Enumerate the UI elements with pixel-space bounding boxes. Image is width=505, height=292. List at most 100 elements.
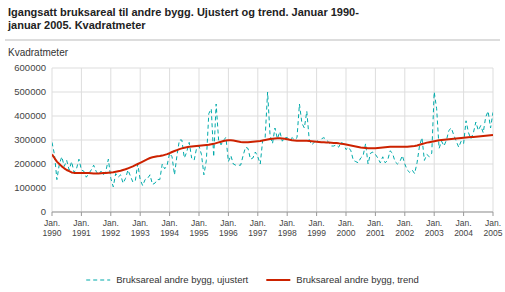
x-tick-label: Jan.2003 xyxy=(425,218,444,238)
x-tick xyxy=(257,212,258,216)
x-tick xyxy=(493,212,494,216)
text-line: 1992 xyxy=(101,228,120,238)
text-line: Jan. xyxy=(73,218,89,228)
x-axis-line xyxy=(52,212,493,213)
series-line xyxy=(52,92,493,187)
y-grid-line xyxy=(52,116,493,117)
y-grid-line xyxy=(52,188,493,189)
x-tick xyxy=(463,212,464,216)
x-tick xyxy=(434,212,435,216)
x-grid-line xyxy=(257,68,258,212)
text-line: 1990 xyxy=(43,228,62,238)
chart: Igangsatt bruksareal til andre bygg. Uju… xyxy=(0,0,505,292)
y-tick-label: 500000 xyxy=(14,86,46,97)
text-line: Jan. xyxy=(103,218,119,228)
x-tick-label: Jan.2005 xyxy=(484,218,503,238)
text-line: Jan. xyxy=(279,218,295,228)
text-line: Jan. xyxy=(426,218,442,228)
y-tick-label: 0 xyxy=(41,206,46,217)
y-tick-label: 100000 xyxy=(14,182,46,193)
x-tick-label: Jan.2001 xyxy=(366,218,385,238)
y-tick-label: 200000 xyxy=(14,158,46,169)
x-grid-line xyxy=(199,68,200,212)
plot-area xyxy=(52,92,493,187)
x-grid-line xyxy=(316,68,317,212)
text-line: Jan. xyxy=(191,218,207,228)
x-grid-line xyxy=(81,68,82,212)
x-tick xyxy=(52,212,53,216)
text-line: Jan. xyxy=(250,218,266,228)
x-tick xyxy=(81,212,82,216)
y-grid-line xyxy=(52,68,493,69)
x-tick xyxy=(199,212,200,216)
x-grid-line xyxy=(140,68,141,212)
x-tick-label: Jan.1993 xyxy=(131,218,150,238)
x-tick xyxy=(375,212,376,216)
text-line: 1991 xyxy=(72,228,91,238)
x-grid-line xyxy=(110,68,111,212)
text-line: Jan. xyxy=(338,218,354,228)
text-line: 1995 xyxy=(190,228,209,238)
x-tick-label: Jan.1995 xyxy=(190,218,209,238)
legend-item: Bruksareal andre bygg, ujustert xyxy=(86,274,248,285)
text-line: Jan. xyxy=(162,218,178,228)
x-grid-line xyxy=(169,68,170,212)
legend-label: Bruksareal andre bygg, trend xyxy=(296,274,419,285)
text-line: Jan. xyxy=(456,218,472,228)
text-line: Igangsatt bruksareal til andre bygg. Uju… xyxy=(8,6,359,18)
x-tick xyxy=(140,212,141,216)
x-tick xyxy=(316,212,317,216)
legend-swatch xyxy=(86,279,110,280)
text-line: 2005 xyxy=(484,228,503,238)
x-tick xyxy=(404,212,405,216)
title-rule xyxy=(5,40,500,41)
text-line: 2002 xyxy=(395,228,414,238)
x-tick-label: Jan.1991 xyxy=(72,218,91,238)
x-tick xyxy=(169,212,170,216)
text-line: Jan. xyxy=(367,218,383,228)
series-line xyxy=(52,135,493,174)
x-tick-label: Jan.2000 xyxy=(337,218,356,238)
text-line: 2003 xyxy=(425,228,444,238)
text-line: 2004 xyxy=(454,228,473,238)
legend-label: Bruksareal andre bygg, ujustert xyxy=(116,274,248,285)
x-tick xyxy=(287,212,288,216)
text-line: 1994 xyxy=(160,228,179,238)
x-tick-label: Jan.2004 xyxy=(454,218,473,238)
text-line: 1996 xyxy=(219,228,238,238)
text-line: 1998 xyxy=(278,228,297,238)
grid xyxy=(52,68,493,212)
y-axis-label: Kvadratmeter xyxy=(8,47,69,58)
x-tick-label: Jan.1994 xyxy=(160,218,179,238)
y-tick-label: 300000 xyxy=(14,134,46,145)
text-line: 1997 xyxy=(248,228,267,238)
text-line: Jan. xyxy=(397,218,413,228)
x-tick xyxy=(346,212,347,216)
text-line: Jan. xyxy=(220,218,236,228)
x-grid-line xyxy=(375,68,376,212)
x-tick xyxy=(228,212,229,216)
x-tick xyxy=(110,212,111,216)
x-tick-label: Jan.1997 xyxy=(248,218,267,238)
y-tick-label: 600000 xyxy=(14,62,46,73)
x-tick-label: Jan.1990 xyxy=(43,218,62,238)
text-line: 1993 xyxy=(131,228,150,238)
y-grid-line xyxy=(52,164,493,165)
x-grid-line xyxy=(434,68,435,212)
text-line: Jan. xyxy=(485,218,501,228)
x-grid-line xyxy=(404,68,405,212)
y-grid-line xyxy=(52,212,493,213)
x-tick-label: Jan.1999 xyxy=(307,218,326,238)
text-line: januar 2005. Kvadratmeter xyxy=(7,19,146,31)
title: Igangsatt bruksareal til andre bygg. Uju… xyxy=(7,6,359,31)
text-line: Jan. xyxy=(44,218,60,228)
x-grid-line xyxy=(493,68,494,212)
text-line: Jan. xyxy=(309,218,325,228)
y-grid-line xyxy=(52,92,493,93)
text-line: 1999 xyxy=(307,228,326,238)
text-line: 2001 xyxy=(366,228,385,238)
text-line: Jan. xyxy=(132,218,148,228)
legend-swatch xyxy=(266,279,290,281)
x-tick-label: Jan.1992 xyxy=(101,218,120,238)
x-tick-label: Jan.2002 xyxy=(395,218,414,238)
